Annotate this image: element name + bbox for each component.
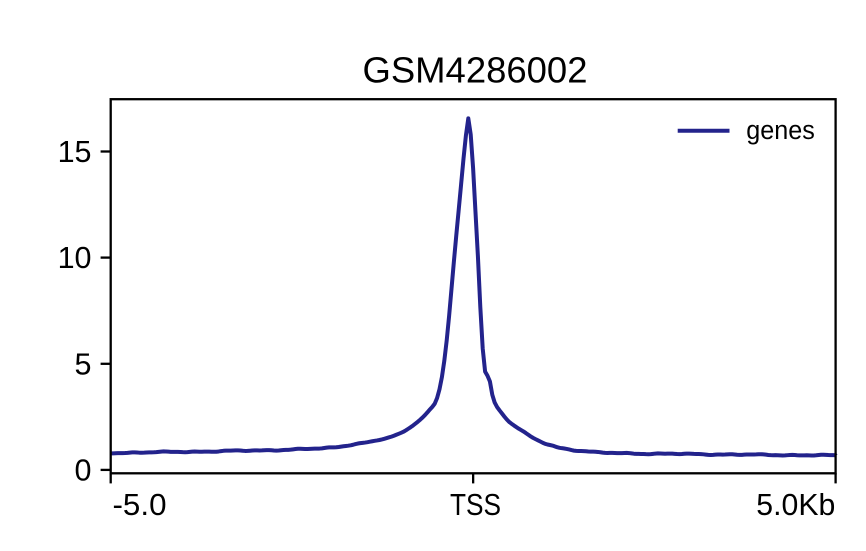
svg-text:GSM4286002: GSM4286002 <box>363 49 588 90</box>
svg-text:-5.0: -5.0 <box>113 488 167 522</box>
svg-text:15: 15 <box>58 135 92 169</box>
svg-text:10: 10 <box>58 241 92 275</box>
svg-text:0: 0 <box>75 453 92 487</box>
svg-text:genes: genes <box>746 117 815 145</box>
svg-text:5: 5 <box>75 347 92 381</box>
svg-text:TSS: TSS <box>450 488 501 522</box>
svg-text:5.0Kb: 5.0Kb <box>756 488 835 522</box>
